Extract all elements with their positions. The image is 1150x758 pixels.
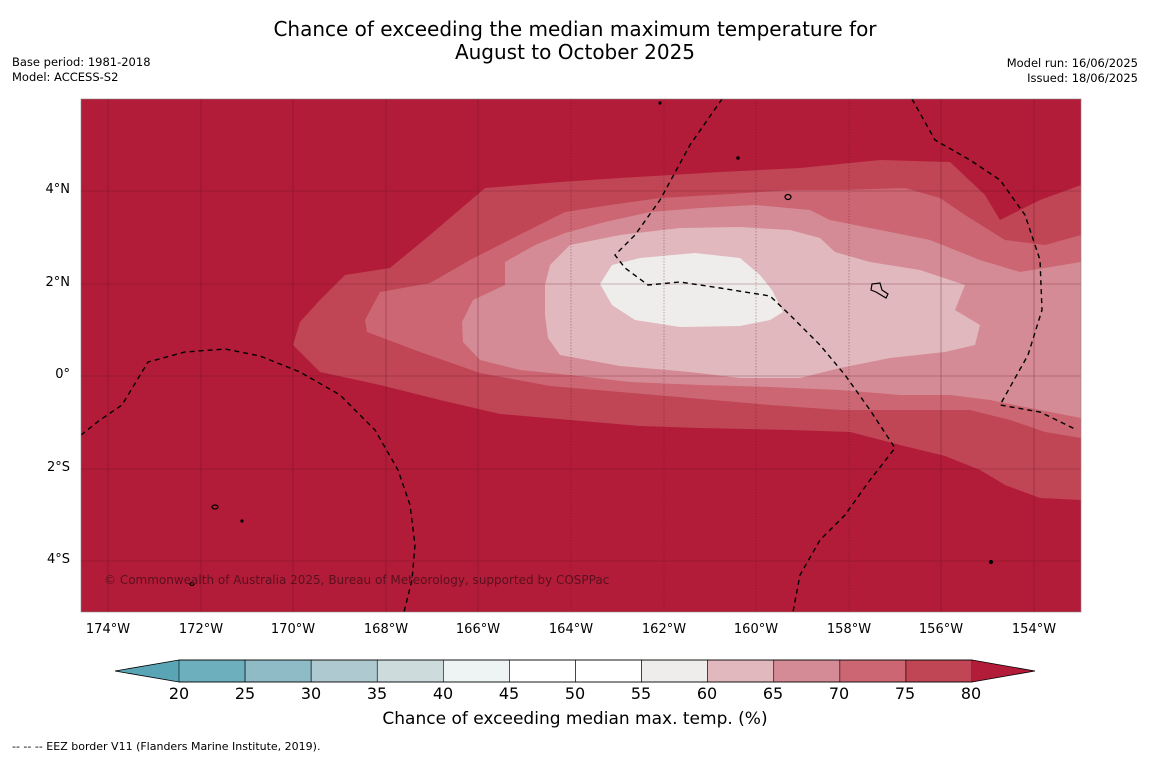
lat-label-4s: 4°S (46, 552, 70, 567)
model-text: Model: ACCESS-S2 (12, 70, 119, 84)
meta-right: Model run: 16/06/2025 Issued: 18/06/2025 (1007, 56, 1138, 86)
colorbar-tick-75: 75 (894, 684, 916, 703)
meta-left: Base period: 1981-2018 Model: ACCESS-S2 (12, 55, 151, 85)
map-frame (80, 98, 1082, 613)
lon-label-162w: 162°W (641, 622, 687, 637)
island-small-4 (240, 519, 244, 523)
colorbar-tick-30: 30 (300, 684, 322, 703)
colorbar-tick-35: 35 (366, 684, 388, 703)
colorbar-segment-65-70 (773, 659, 841, 683)
colorbar-tick-70: 70 (828, 684, 850, 703)
eez-border-east (911, 99, 1078, 431)
lon-label-172w: 172°W (178, 622, 224, 637)
lon-label-158w: 158°W (826, 622, 872, 637)
title-line-2: August to October 2025 (454, 40, 696, 64)
lon-label-170w: 170°W (270, 622, 316, 637)
model-run-text: Model run: 16/06/2025 (1006, 56, 1138, 70)
eez-border-central (614, 99, 896, 612)
colorbar-segment-60-65 (707, 659, 775, 683)
contour-band-55-60 (600, 253, 783, 327)
islands (189, 101, 994, 587)
issued-text: Issued: 18/06/2025 (1027, 71, 1138, 85)
colorbar-tick-50: 50 (564, 684, 586, 703)
eez-border-west (81, 348, 416, 612)
island-small-3 (988, 559, 994, 565)
colorbar-extend-low (115, 660, 179, 682)
colorbar-tick-60: 60 (696, 684, 718, 703)
colorbar-segment-30-35 (310, 659, 378, 683)
title-line-1: Chance of exceeding the median maximum t… (273, 17, 877, 41)
colorbar-segment-35-40 (376, 659, 444, 683)
colorbar-tick-20: 20 (168, 684, 190, 703)
chart-title: Chance of exceeding the median maximum t… (0, 18, 1150, 64)
lat-label-2n: 2°N (45, 275, 71, 290)
graticule (81, 99, 1081, 612)
island-jarvis (784, 193, 792, 201)
colorbar-segment-25-30 (244, 659, 312, 683)
colorbar (114, 659, 1036, 683)
base-period-text: Base period: 1981-2018 (12, 55, 151, 69)
colorbar-tick-65: 65 (762, 684, 784, 703)
colorbar-extend-high (972, 660, 1035, 682)
colorbar-outline (114, 659, 1036, 683)
eez-footnote: -- -- -- EEZ border V11 (Flanders Marine… (12, 740, 321, 753)
lon-label-168w: 168°W (363, 622, 409, 637)
lon-label-154w: 154°W (1011, 622, 1057, 637)
lon-label-174w: 174°W (85, 622, 131, 637)
island-small-2 (658, 101, 662, 105)
lon-label-164w: 164°W (548, 622, 594, 637)
colorbar-segment-55-60 (641, 659, 708, 683)
colorbar-segment-20-25 (178, 659, 246, 683)
lat-label-2s: 2°S (46, 460, 70, 475)
colorbar-tick-45: 45 (498, 684, 520, 703)
lat-label-4n: 4°N (45, 182, 71, 197)
colorbar-segment-40-45 (443, 659, 510, 683)
island-small-1 (736, 156, 740, 160)
colorbar-tick-55: 55 (630, 684, 652, 703)
copyright-notice: © Commonwealth of Australia 2025, Bureau… (104, 573, 610, 587)
lon-label-166w: 166°W (455, 622, 501, 637)
eez-borders (81, 99, 1078, 612)
lon-label-160w: 160°W (733, 622, 779, 637)
colorbar-tick-80: 80 (960, 684, 982, 703)
colorbar-segment-45-50 (509, 659, 576, 683)
colorbar-tick-40: 40 (432, 684, 454, 703)
colorbar-segment-70-75 (839, 659, 907, 683)
island-kiritimati (870, 282, 889, 299)
colorbar-segment-75-80 (905, 659, 973, 683)
island-west-1 (211, 504, 219, 510)
lat-label-0: 0° (55, 367, 70, 382)
lon-label-156w: 156°W (918, 622, 964, 637)
island-west-2 (189, 581, 195, 587)
colorbar-segment-50-55 (575, 659, 642, 683)
colorbar-tick-25: 25 (234, 684, 256, 703)
colorbar-title: Chance of exceeding median max. temp. (%… (382, 709, 768, 729)
